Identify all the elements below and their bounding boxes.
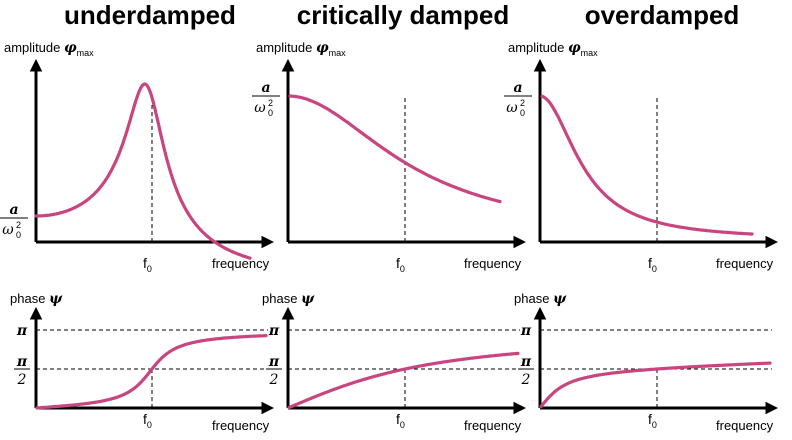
- phase-curve: [539, 361, 772, 409]
- half-pi-tick-label: π2: [266, 354, 282, 388]
- f-letter: f: [648, 255, 652, 271]
- f0-label: f0: [396, 255, 405, 274]
- frequency-label: frequency: [716, 418, 774, 433]
- a-over-omega0-squared: aω 02: [252, 80, 280, 118]
- f0-label: f0: [648, 411, 657, 430]
- phase-curve: [287, 351, 520, 410]
- f0-subscript: 0: [400, 420, 405, 430]
- max-subscript: max: [581, 48, 599, 58]
- half-pi-denominator: 2: [269, 372, 279, 388]
- frac-numerator: a: [513, 80, 522, 96]
- amplitude-word: amplitude: [256, 40, 316, 55]
- phase-word: phase: [514, 291, 553, 306]
- f0-label: f0: [143, 255, 152, 274]
- phase-word: phase: [10, 291, 49, 306]
- frac-numerator: a: [9, 202, 18, 218]
- phi-symbol: φ: [568, 40, 581, 56]
- f0-subscript: 0: [147, 264, 152, 274]
- frequency-label: frequency: [212, 256, 270, 271]
- frequency-label: frequency: [212, 418, 270, 433]
- f0-label: f0: [396, 411, 405, 430]
- frac-den-superscript: 2: [16, 220, 21, 230]
- half-pi-denominator: 2: [17, 372, 27, 388]
- f-letter: f: [143, 411, 147, 427]
- phi-symbol: φ: [64, 40, 77, 56]
- a-over-omega0-squared: aω 02: [504, 80, 532, 118]
- frac-denominator: ω: [2, 222, 14, 238]
- frac-den-subscript: 0: [520, 108, 525, 118]
- a-over-omega0-squared: aω 02: [0, 202, 28, 240]
- frac-denominator: ω: [254, 100, 266, 116]
- f0-label: f0: [648, 255, 657, 274]
- half-pi-tick-label: π2: [518, 354, 534, 388]
- max-subscript: max: [329, 48, 347, 58]
- amplitude-axis-label: amplitude φmax: [256, 40, 346, 58]
- f0-subscript: 0: [147, 420, 152, 430]
- frac-den-superscript: 2: [268, 98, 273, 108]
- phase-axis-label: phase ψ: [10, 291, 63, 307]
- amplitude-curve: [540, 94, 754, 236]
- f0-label: f0: [143, 411, 152, 430]
- phi-symbol: φ: [316, 40, 329, 56]
- frac-den-superscript: 2: [520, 98, 525, 108]
- f-letter: f: [143, 255, 147, 271]
- amplitude-word: amplitude: [508, 40, 568, 55]
- f0-subscript: 0: [652, 264, 657, 274]
- psi-symbol: ψ: [49, 291, 63, 307]
- frequency-label: frequency: [464, 256, 522, 271]
- half-pi-numerator: π: [16, 354, 28, 370]
- frequency-label: frequency: [464, 418, 522, 433]
- amplitude-axis-label: amplitude φmax: [4, 40, 94, 58]
- amplitude-axis-label: amplitude φmax: [508, 40, 598, 58]
- pi-tick-label: π: [520, 323, 532, 339]
- panel-critical: critically damped amplitude φmax frequency…: [252, 0, 527, 433]
- panel-title: overdamped: [585, 0, 740, 30]
- amplitude-word: amplitude: [4, 40, 64, 55]
- half-pi-numerator: π: [268, 354, 280, 370]
- f-letter: f: [648, 411, 652, 427]
- phase-curve: [35, 334, 268, 410]
- psi-symbol: ψ: [553, 291, 567, 307]
- f0-subscript: 0: [400, 264, 405, 274]
- psi-symbol: ψ: [301, 291, 315, 307]
- amplitude-curve: [34, 82, 252, 260]
- frac-den-subscript: 0: [16, 230, 21, 240]
- panel-title: underdamped: [64, 0, 236, 30]
- pi-tick-label: π: [16, 323, 28, 339]
- frac-den-subscript: 0: [268, 108, 273, 118]
- phase-axis-label: phase ψ: [514, 291, 567, 307]
- f0-subscript: 0: [652, 420, 657, 430]
- amplitude-curve: [288, 94, 502, 204]
- frequency-label: frequency: [716, 256, 774, 271]
- frac-numerator: a: [261, 80, 270, 96]
- phase-word: phase: [262, 291, 301, 306]
- half-pi-denominator: 2: [521, 372, 531, 388]
- half-pi-numerator: π: [520, 354, 532, 370]
- max-subscript: max: [77, 48, 95, 58]
- frac-denominator: ω: [506, 100, 518, 116]
- f-letter: f: [396, 255, 400, 271]
- f-letter: f: [396, 411, 400, 427]
- pi-tick-label: π: [268, 323, 280, 339]
- phase-axis-label: phase ψ: [262, 291, 315, 307]
- panel-title: critically damped: [297, 0, 509, 30]
- half-pi-tick-label: π2: [14, 354, 30, 388]
